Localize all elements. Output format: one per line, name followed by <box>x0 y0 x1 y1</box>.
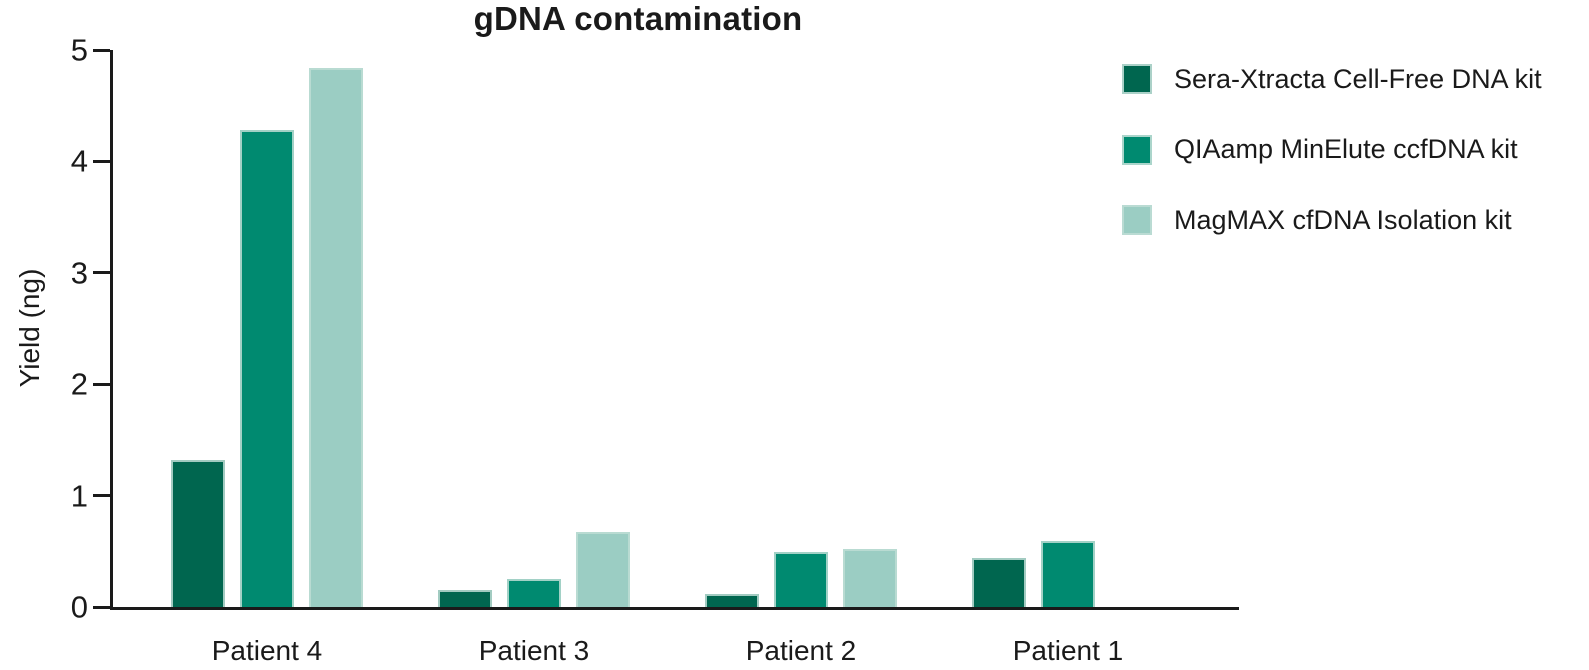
bar-qiaamp-patient-4 <box>240 130 294 607</box>
legend-swatch-icon <box>1122 134 1152 165</box>
y-tick-mark <box>93 48 110 52</box>
chart-title: gDNA contamination <box>473 0 803 37</box>
bar-sera-xtracta-patient-2 <box>705 594 759 607</box>
legend-label: Sera-Xtracta Cell-Free DNA kit <box>1174 63 1542 94</box>
y-tick-mark <box>93 494 110 498</box>
y-tick-mark <box>93 271 110 275</box>
plot-area: 0 1 2 3 4 5 Patient 4 Patient 3 Patient 2 Patien… <box>71 35 1239 666</box>
legend-item: Sera-Xtracta Cell-Free DNA kit <box>1122 64 1542 94</box>
bar-qiaamp-patient-2 <box>774 552 828 607</box>
x-tick-label-patient-1: Patient 1 <box>1012 635 1124 666</box>
legend-label: MagMAX cfDNA Isolation kit <box>1174 204 1512 235</box>
y-tick-label: 4 <box>70 143 88 179</box>
y-tick-label: 5 <box>70 32 88 68</box>
x-tick-label-patient-4: Patient 4 <box>211 635 323 666</box>
bar-magmax-patient-2 <box>843 549 897 607</box>
y-tick-label: 2 <box>70 366 88 402</box>
legend-label: QIAamp MinElute ccfDNA kit <box>1174 134 1518 164</box>
bar-magmax-patient-3 <box>576 532 630 607</box>
bar-qiaamp-patient-3 <box>507 579 561 607</box>
x-tick-label-patient-2: Patient 2 <box>745 635 857 666</box>
y-tick-mark <box>93 605 110 609</box>
legend-item: QIAamp MinElute ccfDNA kit <box>1122 134 1518 165</box>
y-axis-label: Yield (ng) <box>14 268 45 388</box>
y-tick-mark <box>93 159 110 163</box>
legend-swatch-icon <box>1122 205 1152 235</box>
legend-swatch-icon <box>1122 64 1152 94</box>
y-tick-label: 0 <box>70 589 88 625</box>
bar-sera-xtracta-patient-3 <box>438 590 492 607</box>
bar-sera-xtracta-patient-4 <box>171 460 225 607</box>
x-tick-label-patient-3: Patient 3 <box>478 635 590 666</box>
legend-item: MagMAX cfDNA Isolation kit <box>1122 205 1512 235</box>
y-tick-label: 1 <box>70 478 88 514</box>
bar-magmax-patient-4 <box>309 68 363 607</box>
y-tick-mark <box>93 382 110 386</box>
y-tick-label: 3 <box>70 255 88 291</box>
bar-sera-xtracta-patient-1 <box>972 558 1026 607</box>
bar-qiaamp-patient-1 <box>1041 541 1095 607</box>
